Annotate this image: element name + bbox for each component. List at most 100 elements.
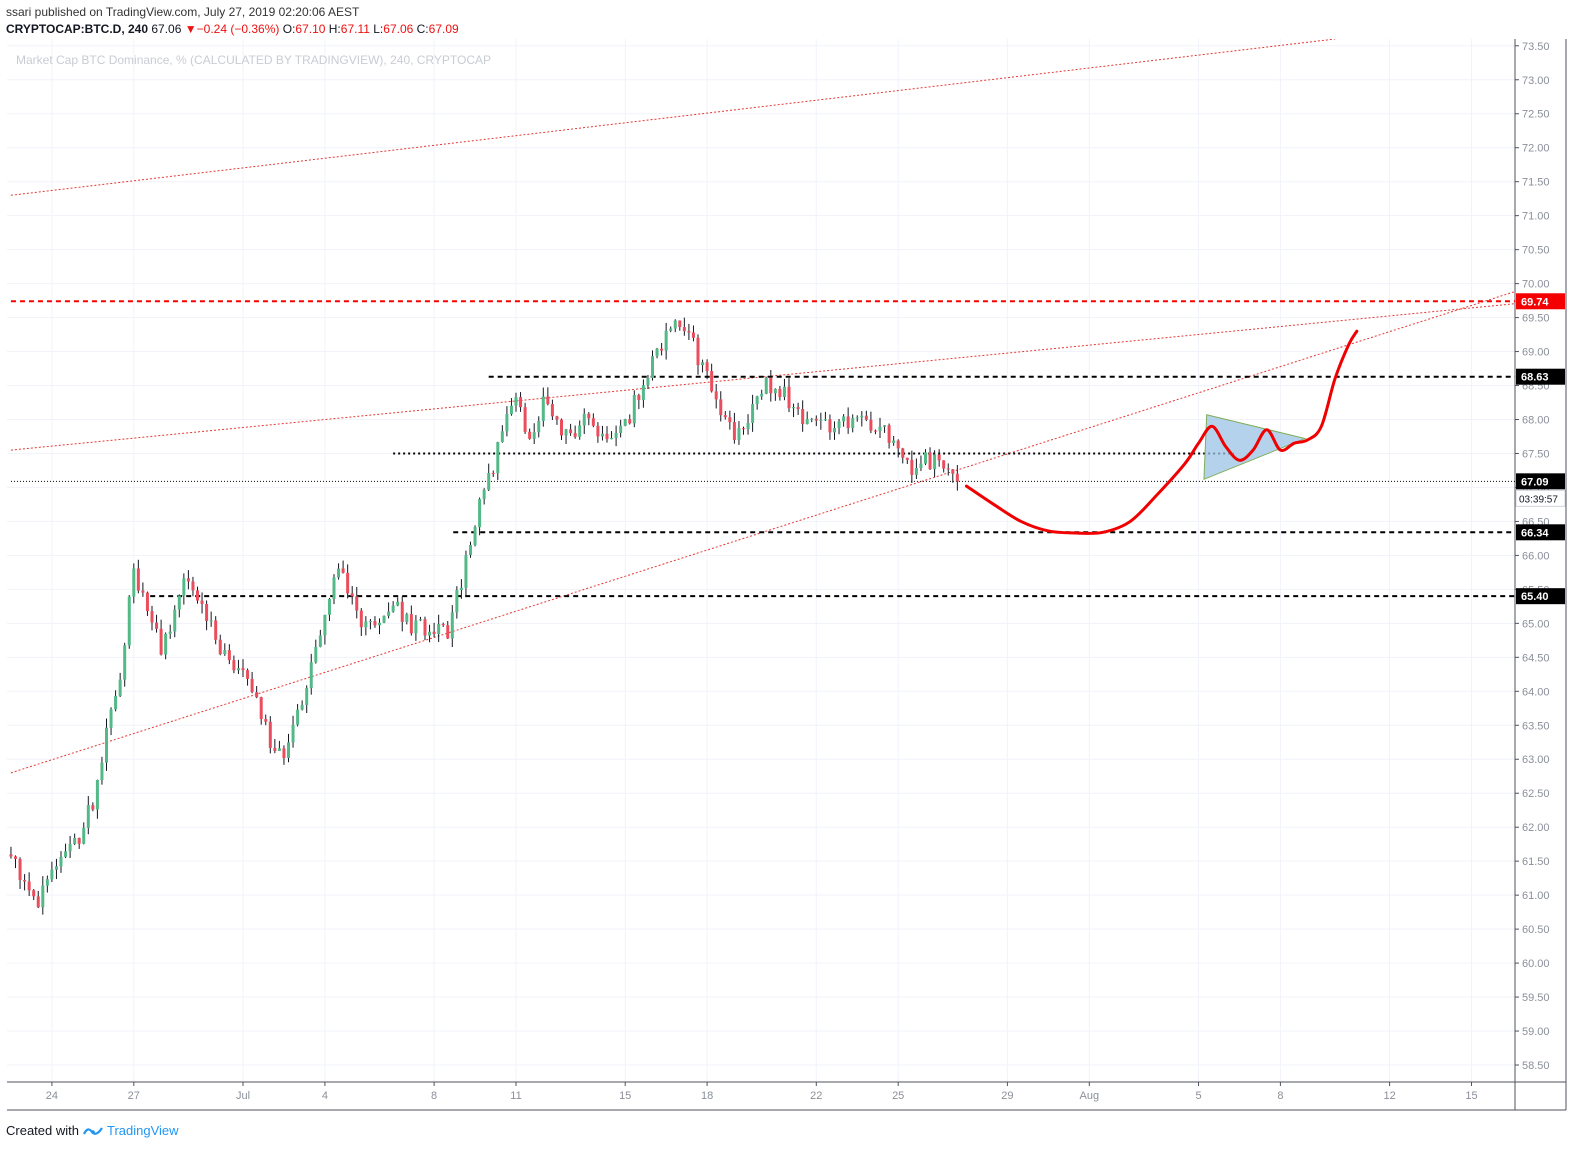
candle-body [296, 709, 300, 725]
candle-body [464, 555, 468, 588]
candle-body [587, 413, 591, 419]
y-tick-label: 65.00 [1522, 618, 1550, 630]
tradingview-brand[interactable]: TradingView [106, 1123, 179, 1138]
trend-line [10, 303, 1515, 451]
candle-body [682, 327, 686, 332]
candle-body [314, 646, 318, 663]
candle-body [732, 422, 736, 440]
candle-body [109, 709, 113, 728]
candle-body [118, 679, 122, 696]
candle-body [905, 457, 909, 460]
candle-body [337, 568, 341, 578]
candle-body [373, 621, 377, 626]
candle-body [910, 459, 914, 475]
candle-body [382, 615, 386, 623]
symbol-legend: CRYPTOCAP:BTC.D, 240 67.06 ▼−0.24 (−0.36… [6, 22, 459, 36]
candle-body [500, 431, 504, 443]
candle-body [27, 881, 31, 891]
candle-body [560, 419, 563, 436]
candle-body [95, 780, 99, 810]
y-tick-label: 63.00 [1522, 754, 1550, 766]
tradingview-logo-icon[interactable] [83, 1124, 103, 1138]
candle-body [432, 631, 436, 635]
candle-body [469, 544, 472, 556]
candle-body [505, 414, 509, 432]
candle-body [801, 409, 805, 425]
candle-body [23, 879, 27, 882]
y-tick-label: 71.00 [1522, 211, 1550, 223]
candle-body [168, 631, 172, 634]
candle-body [150, 611, 154, 623]
price-label-box [1516, 368, 1565, 385]
candle-body [937, 454, 941, 461]
candle-body [236, 668, 240, 671]
candle-body [50, 869, 54, 880]
candle-body [250, 678, 254, 693]
candle-body [82, 827, 86, 844]
candle-body [796, 407, 800, 410]
candle-body [200, 600, 204, 605]
candle-body [673, 320, 677, 329]
projection-path [964, 329, 1359, 535]
candle-body [851, 418, 855, 429]
symbol-name[interactable]: CRYPTOCAP:BTC.D, 240 [6, 22, 149, 36]
candle-body [810, 418, 814, 420]
y-tick-label: 72.00 [1522, 143, 1550, 155]
candle-body [68, 843, 72, 852]
candle-body [755, 396, 759, 405]
x-tick-label: Aug [1080, 1090, 1100, 1102]
publisher-line: ssari published on TradingView.com, July… [6, 5, 360, 19]
candle-body [9, 854, 13, 857]
price-label-box [1516, 293, 1565, 310]
price-label-box [1516, 473, 1565, 490]
y-tick-label: 69.50 [1522, 313, 1550, 325]
candle-body [896, 440, 900, 449]
candle-body [268, 721, 272, 748]
candle-body [59, 856, 63, 867]
y-tick-label: 62.00 [1522, 822, 1550, 834]
candle-body [491, 473, 495, 475]
candle-body [578, 425, 582, 437]
candle-body [705, 362, 709, 372]
candle-body [300, 705, 304, 710]
candle-body [437, 624, 441, 635]
candle-body [232, 660, 236, 671]
candle-body [550, 404, 554, 417]
candle-body [646, 378, 650, 386]
candle-body [41, 885, 45, 908]
y-tick-label: 67.50 [1522, 448, 1550, 460]
x-tick-label: 29 [1001, 1090, 1013, 1102]
candle-body [136, 568, 140, 591]
candle-body [186, 578, 190, 582]
candle-body [928, 452, 932, 470]
y-tick-label: 69.00 [1522, 347, 1550, 359]
candle-body [482, 489, 486, 500]
candle-body [18, 858, 22, 880]
candle-body [760, 393, 764, 397]
candle-body [496, 442, 500, 474]
candle-body [664, 330, 668, 351]
y-tick-label: 63.50 [1522, 720, 1550, 732]
candle-body [323, 614, 327, 636]
candle-body [164, 633, 168, 655]
candle-body [191, 581, 195, 591]
last-price: 67.06 [151, 22, 182, 36]
candle-body [400, 601, 404, 622]
candle-body [546, 396, 550, 405]
trend-line [10, 291, 1515, 774]
candle-body [414, 620, 418, 634]
candle-body [318, 635, 322, 647]
candle-body [591, 418, 595, 426]
x-tick-label: 15 [1465, 1090, 1477, 1102]
candle-body [173, 609, 177, 632]
open-label: O: [282, 22, 296, 36]
candle-body [364, 621, 368, 628]
candle-body [441, 624, 445, 626]
y-tick-label: 73.00 [1522, 75, 1550, 87]
candle-body [605, 433, 609, 440]
y-tick-label: 71.50 [1522, 177, 1550, 189]
candle-body [946, 468, 950, 470]
candle-body [273, 747, 277, 752]
candle-body [723, 415, 727, 418]
